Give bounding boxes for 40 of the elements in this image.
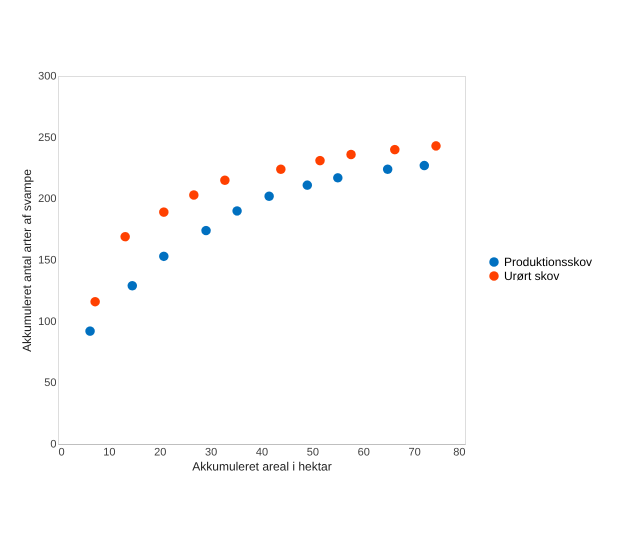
y-tick-label: 200 bbox=[38, 193, 56, 206]
x-axis-title: Akkumuleret areal i hektar bbox=[192, 460, 332, 474]
point bbox=[120, 232, 130, 242]
point bbox=[189, 190, 199, 200]
y-tick-label: 250 bbox=[38, 132, 56, 144]
y-axis-title: Akkumuleret antal arter af svampe bbox=[20, 168, 34, 352]
point bbox=[382, 164, 392, 174]
point bbox=[159, 252, 169, 262]
y-tick-label: 50 bbox=[44, 377, 56, 390]
point bbox=[264, 191, 274, 201]
point bbox=[232, 206, 242, 216]
y-tick-label: 0 bbox=[50, 438, 56, 450]
x-tick-label: 0 bbox=[58, 446, 65, 458]
x-tick-label: 40 bbox=[256, 446, 268, 458]
point bbox=[302, 180, 312, 190]
point bbox=[420, 160, 430, 170]
point bbox=[128, 281, 138, 290]
point bbox=[390, 144, 400, 154]
legend-label: Produktionsskov bbox=[504, 255, 592, 269]
x-tick-label: 20 bbox=[154, 446, 166, 458]
x-tick-label: 10 bbox=[103, 446, 116, 458]
point bbox=[220, 176, 230, 185]
point bbox=[276, 164, 286, 174]
point bbox=[201, 226, 211, 236]
x-tick-label: 50 bbox=[306, 446, 319, 458]
x-tick-label: 70 bbox=[408, 446, 421, 458]
legend-label: Urørt skov bbox=[504, 269, 560, 283]
point bbox=[315, 156, 325, 166]
point bbox=[90, 296, 100, 306]
y-tick-label: 100 bbox=[38, 316, 56, 328]
point bbox=[85, 326, 95, 336]
point bbox=[346, 150, 356, 160]
y-tick-label: 300 bbox=[38, 70, 56, 82]
x-tick-label: 30 bbox=[205, 446, 218, 458]
point bbox=[333, 173, 343, 183]
point bbox=[159, 207, 169, 217]
x-tick-label: 60 bbox=[358, 446, 370, 458]
point bbox=[431, 141, 441, 151]
x-tick-label: 80 bbox=[453, 446, 466, 458]
y-tick-label: 150 bbox=[38, 254, 56, 266]
